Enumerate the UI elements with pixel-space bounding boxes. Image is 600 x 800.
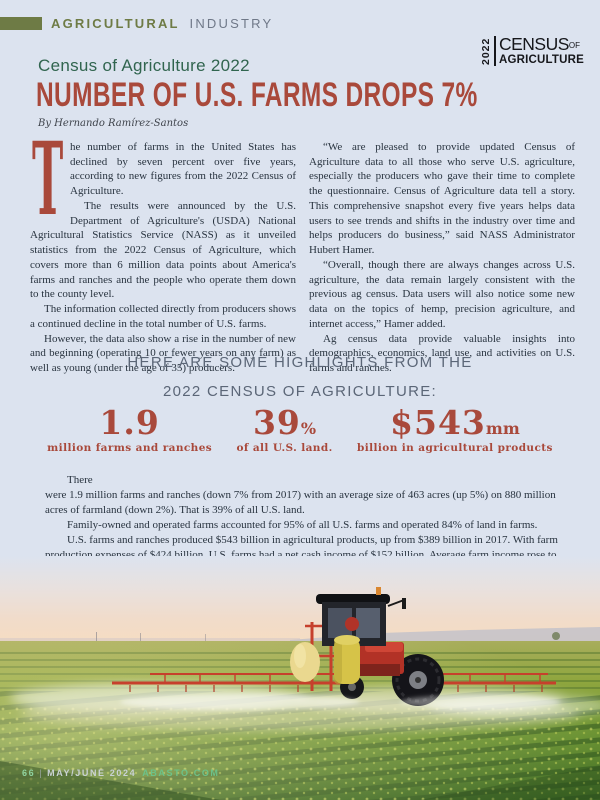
kicker-bar bbox=[0, 17, 42, 30]
stat-suffix: % bbox=[300, 419, 317, 438]
summary-paragraph: There were 1.9 million farms and ranches … bbox=[45, 473, 561, 518]
logo-divider bbox=[493, 36, 496, 66]
stat-number: 39 bbox=[252, 403, 301, 442]
logo-census-line: CENSUSOF bbox=[498, 34, 584, 54]
page-footer: 66 | MAY/JUNE 2024 ABASTO.COM bbox=[22, 768, 220, 778]
beacon-light bbox=[376, 587, 381, 595]
highlights-heading-line1: HERE ARE SOME HIGHLIGHTS FROM THE bbox=[127, 354, 473, 371]
hero-photo bbox=[0, 556, 600, 800]
stat-suffix: mm bbox=[485, 419, 520, 438]
stat-label: of all U.S. land. bbox=[236, 442, 333, 454]
summary-paragraph: Family-owned and operated farms accounte… bbox=[67, 518, 538, 531]
logo-wordmark: CENSUSOF AGRICULTURE bbox=[498, 34, 584, 66]
summary-text: were 1.9 million farms and ranches (down… bbox=[45, 488, 556, 516]
stat-number: 1.9 bbox=[99, 403, 160, 442]
distant-tree bbox=[552, 632, 560, 640]
site-url: ABASTO.COM bbox=[142, 768, 220, 778]
stat-label: million farms and ranches bbox=[47, 442, 213, 454]
tractor bbox=[290, 587, 444, 706]
paragraph: The information collected directly from … bbox=[30, 303, 296, 330]
logo-year: 2022 bbox=[480, 37, 493, 65]
stats-row: 1.9 million farms and ranches 39% of all… bbox=[35, 406, 565, 456]
section-kicker: AGRICULTURAL INDUSTRY bbox=[0, 16, 273, 31]
highlights-heading: HERE ARE SOME HIGHLIGHTS FROM THE 2022 C… bbox=[0, 349, 600, 406]
article-title: NUMBER OF U.S. FARMS DROPS 7% bbox=[36, 76, 478, 114]
logo-of-text: OF bbox=[568, 41, 580, 50]
stat-land: 39% of all U.S. land. bbox=[236, 406, 332, 456]
stat-value: 39% bbox=[236, 406, 332, 439]
issue-date: MAY/JUNE 2024 bbox=[47, 768, 137, 778]
page-number: 66 bbox=[22, 768, 36, 778]
paragraph: The results were announced by the U.S. D… bbox=[30, 199, 296, 301]
spray-mist-front bbox=[120, 694, 560, 710]
article-overline: Census of Agriculture 2022 bbox=[38, 56, 250, 75]
drop-cap: T bbox=[32, 120, 64, 238]
column-right: “We are pleased to provide updated Censu… bbox=[309, 140, 575, 376]
paragraph: “We are pleased to provide updated Censu… bbox=[309, 141, 575, 257]
kicker-label-rest: INDUSTRY bbox=[189, 16, 274, 31]
stat-value: 1.9 bbox=[47, 406, 212, 439]
stat-value: $543mm bbox=[357, 406, 553, 439]
paragraph: Ag census data provide valuable insights… bbox=[309, 332, 575, 375]
highlights-heading-line2: 2022 CENSUS OF AGRICULTURE: bbox=[162, 382, 438, 400]
photo-sky bbox=[0, 556, 600, 646]
hero-photo-illustration bbox=[0, 556, 600, 800]
logo-agriculture-text: AGRICULTURE bbox=[498, 53, 584, 66]
census-agriculture-logo: 2022 CENSUSOF AGRICULTURE bbox=[480, 34, 584, 66]
stat-label: billion in agricultural products bbox=[357, 442, 553, 454]
logo-census-text: CENSUS bbox=[498, 34, 569, 54]
stat-farms: 1.9 million farms and ranches bbox=[47, 406, 212, 456]
paragraph: “Overall, though there are always change… bbox=[309, 258, 575, 330]
paragraph-text: he number of farms in the United States … bbox=[70, 141, 296, 198]
footer-separator: | bbox=[39, 768, 44, 778]
kicker-label: AGRICULTURAL INDUSTRY bbox=[51, 16, 273, 31]
article-byline: By Hernando Ramírez-Santos bbox=[38, 118, 189, 129]
stat-number: $543 bbox=[390, 403, 486, 442]
tractor-cab-roof bbox=[316, 594, 390, 604]
summary-first-word: There bbox=[67, 474, 93, 486]
kicker-label-bold: AGRICULTURAL bbox=[51, 16, 180, 31]
stat-products: $543mm billion in agricultural products bbox=[357, 406, 553, 456]
paragraph: However, the data also show a rise in th… bbox=[30, 332, 296, 375]
mirror-arm bbox=[387, 599, 405, 607]
